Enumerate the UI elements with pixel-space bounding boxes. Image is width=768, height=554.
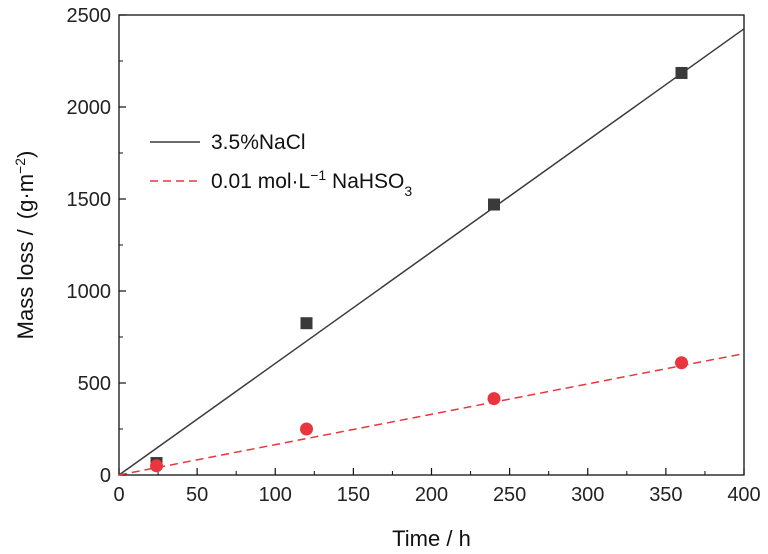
y-tick-label: 2500	[67, 5, 112, 27]
x-tick-label: 50	[186, 484, 208, 506]
x-tick-label: 150	[337, 484, 370, 506]
y-tick-label: 1500	[67, 189, 112, 211]
data-point-square	[488, 198, 500, 211]
x-tick-label: 100	[259, 484, 292, 506]
x-tick-label: 350	[649, 484, 682, 506]
y-tick-label: 0	[100, 465, 111, 487]
y-axis-title: Mass loss / (g·m−2)	[12, 151, 38, 340]
legend-label-nahso3: 0.01 mol·L−1 NaHSO3	[211, 167, 412, 199]
y-axis-title-main: Mass loss /	[13, 223, 38, 339]
data-point-circle	[675, 356, 688, 370]
axes: 0 50 100 150 200 250 300 350 400 0 500 1000 1500 2000…	[67, 5, 761, 506]
y-axis-unit-open: (g·m	[13, 174, 38, 219]
data-point-circle	[150, 459, 163, 473]
legend-label-nacl: 3.5%NaCl	[211, 131, 306, 154]
legend-nahso3-subscript: 3	[404, 183, 412, 199]
y-axis-unit-exponent: −2	[12, 158, 28, 174]
x-tick-label: 400	[727, 484, 760, 506]
x-tick-label: 0	[113, 484, 124, 506]
data-point-circle	[487, 392, 501, 406]
legend: 3.5%NaCl 0.01 mol·L−1 NaHSO3	[150, 131, 412, 199]
y-tick-label: 2000	[67, 97, 112, 119]
legend-nahso3-exponent: −1	[310, 167, 326, 183]
y-tick-label: 500	[78, 373, 111, 395]
legend-nahso3-part-b: NaHSO	[326, 170, 404, 193]
plot-frame	[118, 14, 745, 476]
x-axis-title: Time / h	[392, 526, 471, 551]
fit-lines	[118, 28, 745, 476]
data-points	[150, 66, 688, 473]
y-axis-unit-close: )	[13, 151, 38, 158]
y-tick-label: 1000	[67, 281, 112, 303]
x-tick-label: 300	[571, 484, 604, 506]
data-point-square	[675, 66, 688, 79]
fit-line-series-1	[118, 352, 745, 476]
data-point-square	[300, 317, 313, 330]
fit-line-series-0	[118, 28, 745, 476]
legend-nahso3-part-a: 0.01 mol·L	[211, 170, 310, 193]
x-tick-label: 250	[493, 484, 526, 506]
data-point-circle	[300, 422, 313, 436]
x-tick-label: 200	[415, 484, 448, 506]
